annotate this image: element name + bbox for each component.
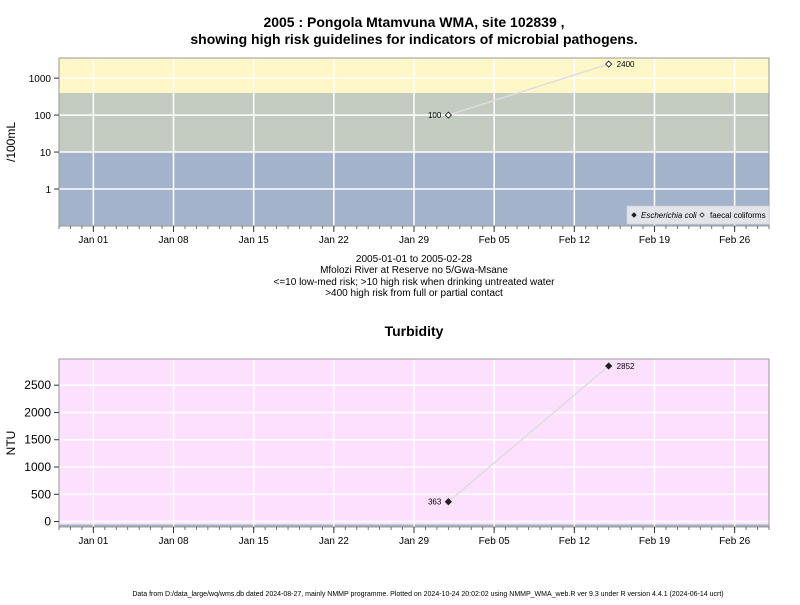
- x-tick-label: Jan 01: [78, 235, 108, 246]
- y-tick-label: 1000: [29, 74, 52, 85]
- y-tick-label: 1: [45, 185, 51, 196]
- legend-label: Escherichia coli: [641, 211, 697, 220]
- microbial-y-axis-label: /100mL: [4, 122, 18, 162]
- data-label: 363: [428, 498, 442, 507]
- data-point: [444, 498, 452, 506]
- microbial-panel: 100 2400 Jan 01 Jan 08 Jan 15 Jan 22 Jan 29 Fe…: [4, 57, 770, 246]
- data-label: 100: [428, 111, 442, 120]
- series-line: [447, 365, 610, 503]
- data-label: 2400: [617, 60, 635, 69]
- x-tick-label: Jan 22: [319, 536, 349, 547]
- subtitle-date-range: 2005-01-01 to 2005-02-28: [356, 254, 473, 265]
- x-tick-label: Jan 15: [239, 536, 269, 547]
- x-tick-label: Jan 08: [159, 536, 189, 547]
- data-point: [444, 111, 452, 119]
- microbial-grid: [59, 58, 769, 226]
- data-point: [605, 60, 613, 68]
- data-point: [605, 362, 613, 370]
- x-tick-label: Feb 05: [479, 235, 511, 246]
- series-line: [448, 63, 609, 116]
- legend-marker: [699, 212, 705, 218]
- subtitle-drinking-guideline: <=10 low-med risk; >10 high risk when dr…: [274, 277, 556, 288]
- legend-marker: [631, 212, 637, 218]
- turbidity-panel: 363 2852 Jan 01 Jan 08 Jan 15 Jan 22 Jan 29 Fe…: [4, 358, 770, 547]
- y-tick-label: 2500: [24, 378, 51, 392]
- y-tick-label: 2000: [24, 405, 51, 419]
- x-tick-label: Jan 15: [239, 235, 269, 246]
- turbidity-grid: [59, 359, 769, 527]
- y-tick-label: 10: [40, 148, 52, 159]
- x-tick-label: Feb 26: [719, 235, 751, 246]
- turbidity-title: Turbidity: [385, 323, 444, 339]
- turbidity-data: 363 2852: [428, 362, 635, 507]
- subtitle-site-name: Mfolozi River at Reserve no 5/Gwa-Msane: [320, 265, 508, 276]
- turbidity-y-axis-label: NTU: [4, 431, 18, 456]
- x-tick-label: Feb 19: [639, 536, 671, 547]
- x-tick-label: Feb 12: [559, 235, 591, 246]
- x-tick-label: Feb 05: [479, 536, 511, 547]
- x-tick-label: Feb 26: [719, 536, 751, 547]
- x-tick-label: Jan 29: [399, 235, 429, 246]
- legend-box: [626, 205, 770, 225]
- x-tick-label: Jan 29: [399, 536, 429, 547]
- y-tick-label: 500: [31, 487, 51, 501]
- legend: Escherichia coli faecal coliforms: [626, 205, 770, 225]
- x-tick-label: Jan 22: [319, 235, 349, 246]
- y-tick-label: 100: [34, 111, 51, 122]
- chart-title-line1: 2005 : Pongola Mtamvuna WMA, site 102839…: [263, 14, 564, 30]
- legend-label: faecal coliforms: [710, 211, 766, 220]
- x-tick-label: Jan 08: [159, 235, 189, 246]
- turbidity-axes: Jan 01 Jan 08 Jan 15 Jan 22 Jan 29 Feb 05 Feb …: [24, 378, 770, 547]
- subtitle-contact-guideline: >400 high risk from full or partial cont…: [325, 288, 503, 299]
- data-label: 2852: [617, 362, 635, 371]
- y-tick-label: 0: [44, 515, 51, 529]
- chart-title-line2: showing high risk guidelines for indicat…: [190, 31, 637, 47]
- x-tick-label: Feb 12: [559, 536, 591, 547]
- footer-note: Data from D:/data_large/wq/wms.db dated …: [132, 591, 723, 598]
- x-tick-label: Feb 19: [639, 235, 671, 246]
- microbial-data: 100 2400: [428, 60, 635, 120]
- x-tick-label: Jan 01: [78, 536, 108, 547]
- microbial-axes: Jan 01 Jan 08 Jan 15 Jan 22 Jan 29 Feb 05 Feb …: [29, 74, 770, 246]
- y-tick-label: 1500: [24, 433, 51, 447]
- y-tick-label: 1000: [24, 460, 51, 474]
